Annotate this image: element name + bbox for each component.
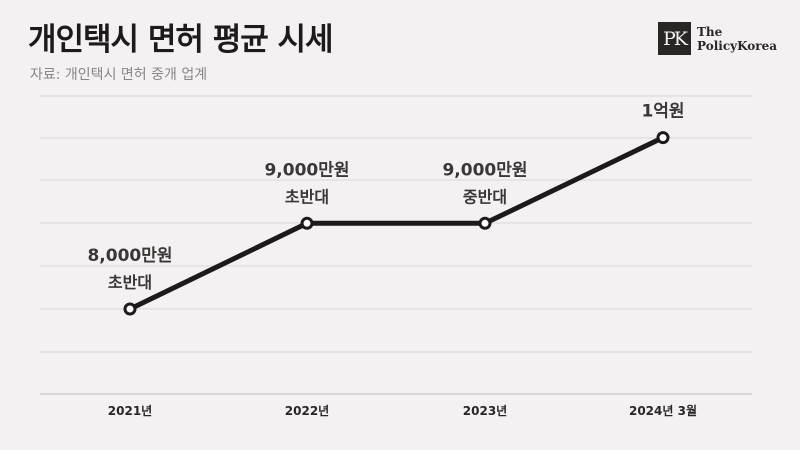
data-label-note: 초반대: [108, 273, 152, 292]
x-tick-label: 2022년: [285, 404, 329, 418]
source-note: 자료: 개인택시 면허 중개 업계: [30, 67, 208, 83]
x-axis-ticks: 2021년 2022년 2023년 2024년 3월: [108, 403, 697, 418]
publisher-logo: PK The PolicyKorea: [658, 22, 777, 55]
chart-title: 개인택시 면허 평균 시세: [28, 22, 334, 58]
data-label-note: 중반대: [463, 187, 507, 206]
data-label-value: 9,000만원: [264, 160, 349, 180]
logo-wordmark: The PolicyKorea: [697, 25, 777, 53]
x-tick-label: 2024년 3월: [629, 403, 697, 418]
data-point: [478, 216, 492, 230]
data-label-note: 초반대: [285, 187, 329, 206]
data-label-value: 9,000만원: [442, 160, 527, 180]
logo-mark: PK: [658, 22, 691, 55]
data-point: [123, 302, 137, 316]
logo-line-1: The: [697, 24, 723, 39]
x-tick-label: 2023년: [463, 404, 507, 418]
data-label-value: 8,000만원: [87, 246, 172, 266]
gridlines: [40, 95, 752, 395]
logo-line-2: PolicyKorea: [697, 38, 778, 53]
series-line-group: [123, 131, 670, 316]
data-label-value: 1억원: [641, 102, 684, 122]
data-point: [300, 216, 314, 230]
data-point: [656, 131, 670, 145]
x-tick-label: 2021년: [108, 404, 152, 418]
series-line: [127, 135, 666, 312]
